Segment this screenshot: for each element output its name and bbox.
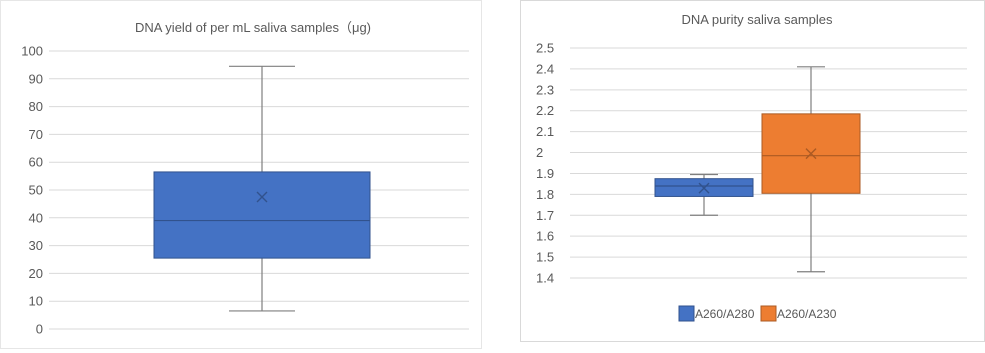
- y-tick-label: 1.8: [536, 187, 554, 202]
- y-tick-label: 2.1: [536, 124, 554, 139]
- legend-label: A260/A280: [695, 307, 755, 321]
- y-tick-label: 1.7: [536, 208, 554, 223]
- y-tick-label: 20: [29, 266, 43, 281]
- y-tick-label: 30: [29, 238, 43, 253]
- yield-chart-panel: DNA yield of per mL saliva samples（μg) 0 1…: [0, 0, 482, 349]
- y-tick-label: 40: [29, 210, 43, 225]
- mean-marker: [256, 191, 268, 203]
- y-tick-label: 1.9: [536, 166, 554, 181]
- yield-chart: DNA yield of per mL saliva samples（μg) 0 1…: [21, 20, 469, 337]
- chart-title: DNA purity saliva samples: [682, 12, 833, 27]
- y-tick-label: 1.4: [536, 271, 554, 286]
- chart-title: DNA yield of per mL saliva samples（μg): [135, 20, 371, 35]
- y-tick-label: 50: [29, 183, 43, 198]
- y-tick-label: 0: [36, 322, 43, 337]
- y-tick-label: 2.4: [536, 61, 554, 76]
- y-tick-label: 2.2: [536, 103, 554, 118]
- y-tick-label: 80: [29, 99, 43, 114]
- y-tick-label: 70: [29, 127, 43, 142]
- y-tick-label: 2.5: [536, 41, 554, 56]
- purity-chart: DNA purity saliva samples 1.4 1.5 1.6 1.7 1.8…: [536, 12, 967, 322]
- y-tick-label: 2: [536, 145, 543, 160]
- y-tick-label: 60: [29, 155, 43, 170]
- mean-marker: [805, 148, 817, 160]
- y-tick-label: 90: [29, 71, 43, 86]
- legend-swatch: [760, 305, 777, 322]
- mean-marker: [698, 182, 710, 194]
- legend-swatch: [678, 305, 695, 322]
- legend-label: A260/A230: [777, 307, 837, 321]
- y-tick-label: 1.5: [536, 250, 554, 265]
- y-tick-label: 1.6: [536, 229, 554, 244]
- purity-chart-panel: DNA purity saliva samples 1.4 1.5 1.6 1.7 1.8…: [520, 0, 985, 342]
- box: [153, 171, 371, 259]
- y-tick-label: 10: [29, 294, 43, 309]
- y-tick-label: 2.3: [536, 82, 554, 97]
- y-tick-label: 100: [21, 44, 43, 59]
